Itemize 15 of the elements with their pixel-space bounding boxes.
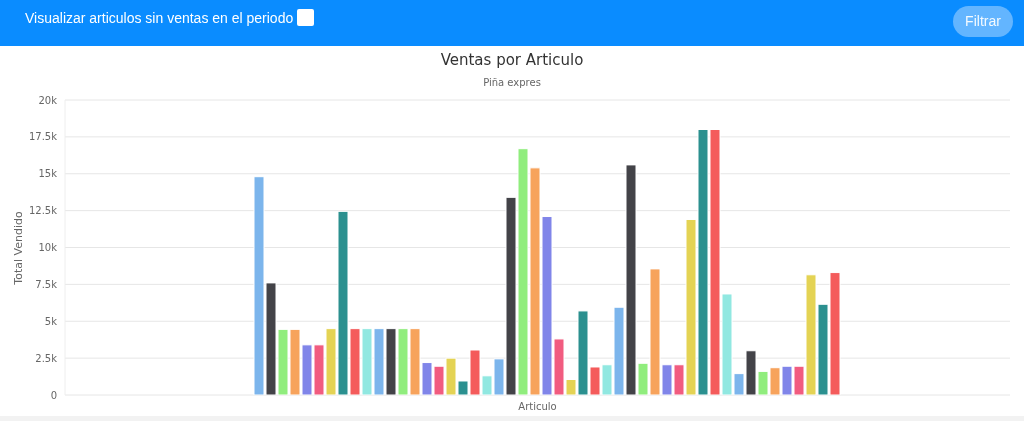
y-tick-label: 5k — [44, 315, 58, 327]
y-tick-label: 20k — [38, 94, 58, 106]
y-tick-label: 7.5k — [35, 278, 58, 290]
chart-subtitle: Piña expres — [482, 76, 542, 89]
chart-title: Ventas por Articulo — [439, 51, 585, 69]
button: Filtrar — [953, 6, 1013, 37]
y-tick-label: 10k — [38, 242, 58, 254]
y-tick-label: 12.5k — [28, 205, 58, 217]
y-axis-title: Total Vendido — [11, 211, 25, 285]
text: Visualizar articulos sin ventas en el periodo — [25, 8, 294, 27]
y-tick-label: 17.5k — [28, 131, 58, 143]
y-tick-label: 0 — [50, 389, 57, 401]
y-tick-label: 2.5k — [35, 352, 58, 364]
x-axis-title: Articulo — [517, 401, 558, 413]
y-tick-label: 15k — [38, 168, 58, 180]
